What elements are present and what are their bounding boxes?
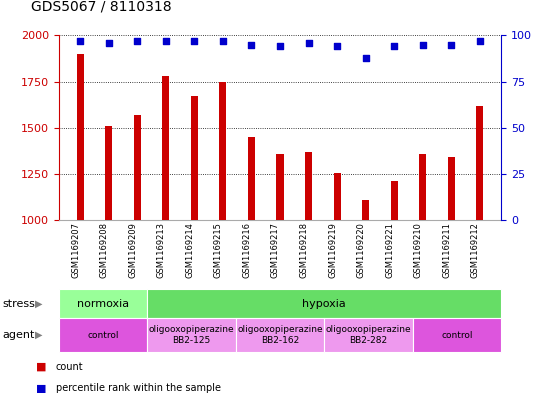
Text: ■: ■	[36, 362, 47, 371]
Text: GSM1169217: GSM1169217	[271, 222, 280, 278]
Point	[104, 40, 113, 46]
Text: GSM1169211: GSM1169211	[442, 222, 451, 278]
Text: control: control	[87, 331, 119, 340]
Point	[418, 41, 427, 48]
Text: oligooxopiperazine
BB2-162: oligooxopiperazine BB2-162	[237, 325, 323, 345]
Point	[361, 54, 370, 61]
Text: GSM1169212: GSM1169212	[471, 222, 480, 278]
Bar	[220, 82, 226, 220]
Text: stress: stress	[3, 299, 36, 309]
Bar	[447, 157, 455, 220]
Bar	[277, 154, 283, 220]
Text: GSM1169207: GSM1169207	[71, 222, 80, 278]
Bar	[105, 126, 113, 220]
Text: GSM1169213: GSM1169213	[157, 222, 166, 278]
Point	[218, 38, 227, 44]
Text: oligooxopiperazine
BB2-125: oligooxopiperazine BB2-125	[149, 325, 234, 345]
Bar	[476, 106, 483, 220]
Text: agent: agent	[3, 330, 35, 340]
Bar	[419, 154, 426, 220]
Point	[190, 38, 199, 44]
Bar	[162, 76, 169, 220]
Bar	[77, 54, 84, 220]
Bar	[305, 152, 312, 220]
Text: GSM1169220: GSM1169220	[357, 222, 366, 278]
Text: ▶: ▶	[35, 330, 43, 340]
Text: GSM1169208: GSM1169208	[100, 222, 109, 278]
Point	[475, 38, 484, 44]
Bar	[191, 96, 198, 220]
Text: GSM1169215: GSM1169215	[214, 222, 223, 278]
Text: hypoxia: hypoxia	[302, 299, 346, 309]
Text: ■: ■	[36, 383, 47, 393]
Point	[76, 38, 85, 44]
Text: count: count	[56, 362, 83, 371]
Text: GSM1169214: GSM1169214	[185, 222, 194, 278]
Text: GDS5067 / 8110318: GDS5067 / 8110318	[31, 0, 171, 14]
Text: GSM1169219: GSM1169219	[328, 222, 337, 278]
Text: normoxia: normoxia	[77, 299, 129, 309]
Text: GSM1169216: GSM1169216	[242, 222, 251, 278]
Text: percentile rank within the sample: percentile rank within the sample	[56, 383, 221, 393]
Text: GSM1169210: GSM1169210	[414, 222, 423, 278]
Text: GSM1169209: GSM1169209	[128, 222, 137, 278]
Bar	[390, 181, 398, 220]
Point	[161, 38, 170, 44]
Bar	[248, 137, 255, 220]
Point	[247, 41, 256, 48]
Text: ▶: ▶	[35, 299, 43, 309]
Text: GSM1169221: GSM1169221	[385, 222, 394, 278]
Text: control: control	[441, 331, 473, 340]
Point	[333, 43, 342, 50]
Text: GSM1169218: GSM1169218	[300, 222, 309, 278]
Point	[390, 43, 399, 50]
Point	[133, 38, 142, 44]
Text: oligooxopiperazine
BB2-282: oligooxopiperazine BB2-282	[326, 325, 411, 345]
Bar	[362, 200, 369, 220]
Point	[447, 41, 456, 48]
Point	[276, 43, 284, 50]
Bar	[134, 115, 141, 220]
Point	[304, 40, 313, 46]
Bar	[334, 173, 340, 220]
